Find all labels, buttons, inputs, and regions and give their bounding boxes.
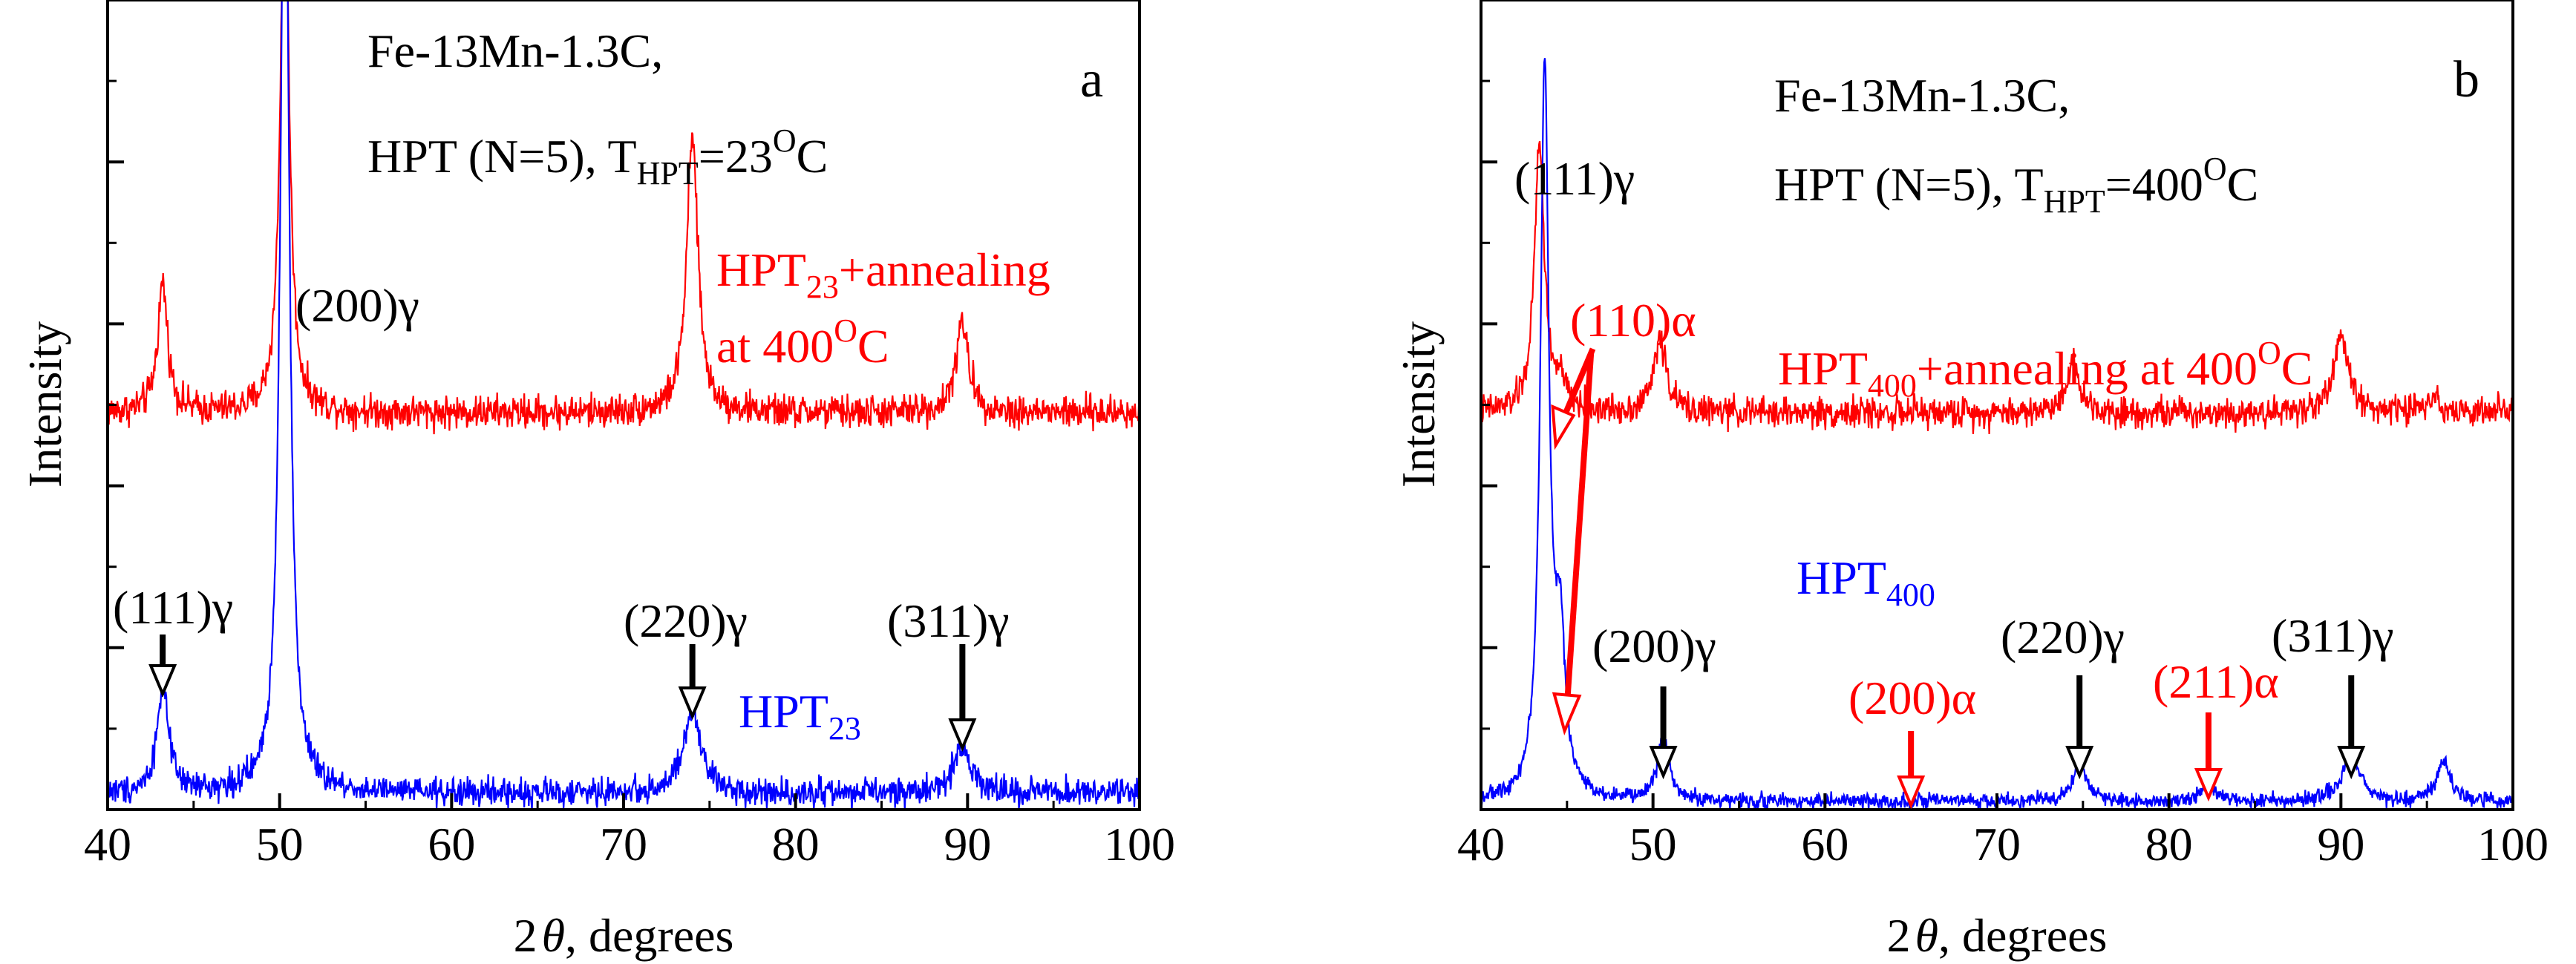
panel-a-x-tick-label: 50 [256,818,304,870]
panel-a-title-line2: HPT (N=5), THPT=23OC [367,122,828,191]
panel-b-peak-111-gamma: (111)γ [1514,152,1635,205]
panel-b-arrow-200-gamma [1649,686,1678,780]
panel-a-y-axis-title: Intensity [19,321,71,488]
panel-a-annealed-label-line2: at 400OC [716,312,889,373]
panel-a-peak-220: (220)γ [624,594,748,647]
panel-b-series-annealed-line [1481,140,2513,434]
panel-b-x-tick-label: 70 [1973,818,2021,870]
panel-b-peak-200-alpha: (200)α [1848,672,1976,724]
panel-a-x-tick-label: 80 [772,818,820,870]
panel-b-x-axis-title: 2θ, degrees [1887,909,2108,962]
panel-b-x-tick-label: 80 [2145,818,2193,870]
panel-a-curves [108,0,1140,810]
panel-b-hpt400-label: HPT400 [1797,551,1935,613]
panel-b-peak-200-gamma: (200)γ [1592,620,1716,672]
panel-b-title-line2: HPT (N=5), THPT=400OC [1774,151,2258,220]
panel-a-x-tick-label: 70 [600,818,647,870]
panel-a-x-tick-label: 100 [1104,818,1175,870]
panel-a-x-axis-title: 2θ, degrees [514,909,734,962]
panel-a-peak-311: (311)γ [887,594,1010,647]
panel-b-axis-ticks: 40 50 60 70 80 90 100 [1457,0,2549,870]
panel-a-peak-111: (111)γ [113,581,233,634]
panel-b-x-tick-label: 50 [1629,818,1677,870]
panel-a-series-annealed-line [108,0,1140,435]
panel-b-y-axis-title: Intensity [1392,321,1445,488]
panel-a-arrow-311 [948,644,977,752]
panel-a-arrow-111 [148,635,177,698]
panel-b-x-tick-label: 100 [2477,818,2549,870]
panel-b-arrow-110-alpha-lower [1552,352,1595,736]
panel-a-peak-200: (200)γ [295,279,419,332]
panel-a-axis-ticks: 40 50 60 70 80 90 100 [84,0,1175,870]
panel-a-x-tick-label: 90 [944,818,991,870]
panel-b-x-tick-label: 40 [1457,818,1505,870]
panel-a-hpt23-label: HPT23 [739,685,861,747]
panel-b-annealed-label: HPT400+annealing at 400OC [1778,335,2312,404]
panel-b-peak-211-alpha: (211)α [2153,655,2279,708]
panel-b-peak-110-alpha: (110)α [1570,294,1696,347]
panel-a: 40 50 60 70 80 90 100 a Fe-13Mn-1.3C, HPT (N=5… [19,0,1175,962]
panel-b-title-line1: Fe-13Mn-1.3C, [1774,69,2070,122]
panel-a-arrows [148,635,977,752]
panel-a-title-line1: Fe-13Mn-1.3C, [367,24,663,77]
panel-b: 40 50 60 70 80 90 100 b Fe-13Mn-1.3C, HPT (N=5… [1392,0,2549,962]
panel-b-x-tick-label: 60 [1801,818,1848,870]
panel-b-arrow-211-alpha [2194,712,2223,802]
panel-b-arrow-220-gamma [2065,675,2094,780]
panel-b-letter: b [2454,51,2479,108]
panel-b-arrow-311-gamma [2337,675,2366,780]
panel-b-x-tick-label: 90 [2317,818,2364,870]
panel-b-arrows [1551,347,2366,810]
panel-a-arrow-220 [678,644,707,721]
panel-b-peak-220-gamma: (220)γ [2001,611,2125,663]
panel-a-x-tick-label: 60 [428,818,475,870]
panel-a-x-tick-label: 40 [84,818,131,870]
panel-a-letter: a [1080,51,1103,108]
panel-b-arrow-200-alpha [1897,731,1926,810]
panel-a-annealed-label-line1: HPT23+annealing [716,243,1050,305]
panel-b-peak-311-gamma: (311)γ [2272,609,2394,662]
